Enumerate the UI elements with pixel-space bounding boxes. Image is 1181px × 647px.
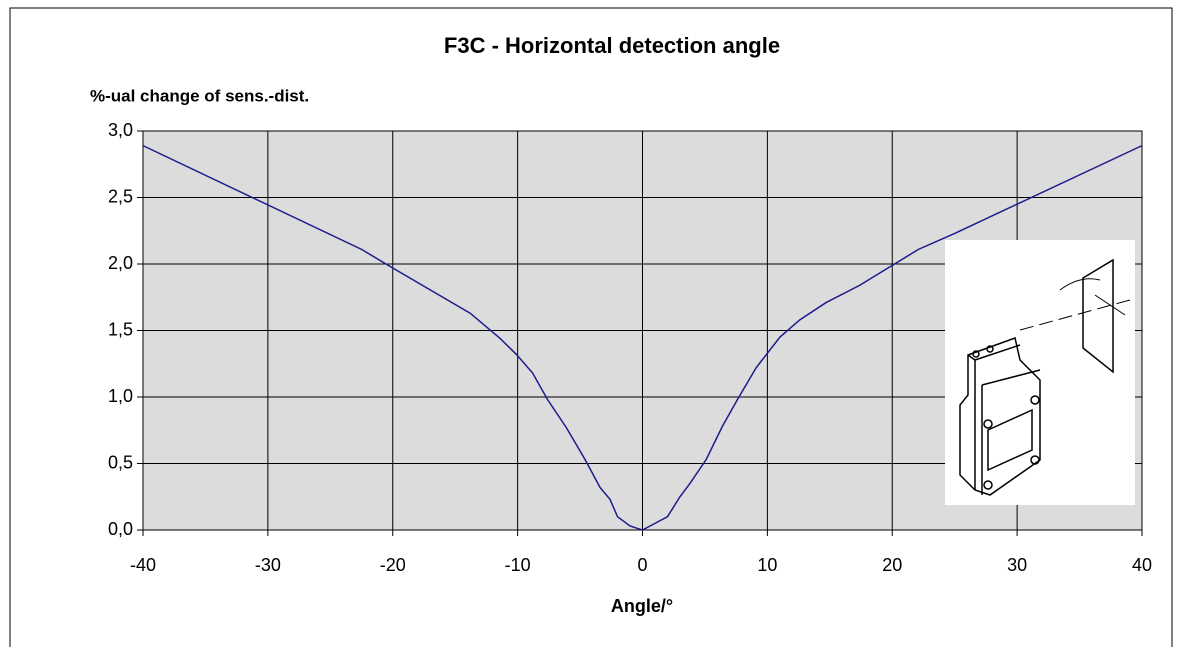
x-tick-label: 20 bbox=[882, 555, 902, 575]
sensor-illustration bbox=[945, 240, 1135, 505]
x-tick-label: 30 bbox=[1007, 555, 1027, 575]
x-tick-label: 10 bbox=[757, 555, 777, 575]
x-tick-label: -10 bbox=[505, 555, 531, 575]
y-tick-label: 2,0 bbox=[108, 253, 133, 273]
chart-border bbox=[9, 7, 1173, 647]
x-tick-label: 40 bbox=[1132, 555, 1152, 575]
y-tick-label: 3,0 bbox=[108, 120, 133, 140]
y-tick-label: 0,0 bbox=[108, 519, 133, 539]
y-tick-label: 2,5 bbox=[108, 186, 133, 206]
y-tick-label: 1,5 bbox=[108, 319, 133, 339]
y-axis-label: %-ual change of sens.-dist. bbox=[90, 86, 309, 105]
y-tick-label: 1,0 bbox=[108, 386, 133, 406]
x-tick-label: -20 bbox=[380, 555, 406, 575]
chart-title: F3C - Horizontal detection angle bbox=[444, 33, 780, 58]
x-tick-label: -30 bbox=[255, 555, 281, 575]
x-axis-label: Angle/° bbox=[611, 596, 673, 616]
data-line bbox=[142, 144, 1143, 531]
x-tick-label: 0 bbox=[637, 555, 647, 575]
x-tick-label: -40 bbox=[130, 555, 156, 575]
y-tick-label: 0,5 bbox=[108, 452, 133, 472]
